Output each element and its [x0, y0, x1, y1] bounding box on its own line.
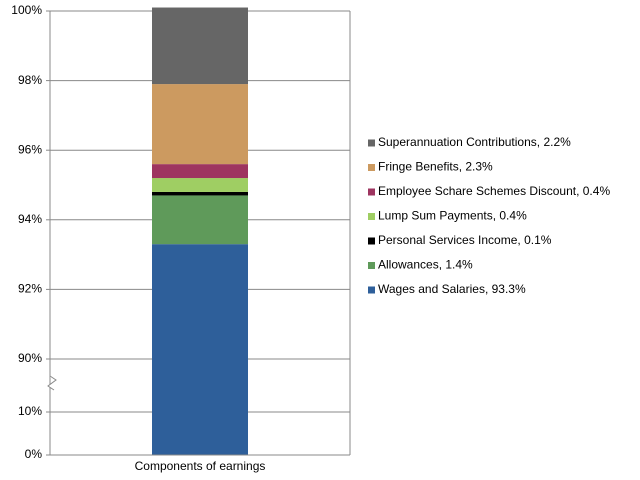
- legend-swatch: [368, 262, 375, 269]
- legend-label: Employee Schare Schemes Discount, 0.4%: [378, 184, 610, 198]
- axis-break: [47, 375, 57, 391]
- y-tick-label: 0%: [25, 447, 43, 461]
- legend-swatch: [368, 139, 375, 147]
- bar-segment: [152, 191, 248, 196]
- labels: 0% 10% 90% 92% 94% 96% 98% 100% Components of ea…: [11, 3, 610, 473]
- legend-label: Allowances, 1.4%: [378, 258, 473, 272]
- legend-swatch: [368, 213, 375, 220]
- y-tick-label: 10%: [18, 404, 42, 418]
- y-tick-label: 90%: [18, 351, 42, 365]
- y-tick-label: 94%: [18, 212, 42, 226]
- legend-label: Superannuation Contributions, 2.2%: [378, 135, 571, 149]
- bar-segment: [152, 84, 248, 165]
- bar-segment: [152, 7, 248, 85]
- x-tick-label: Components of earnings: [135, 459, 266, 473]
- legend-swatch: [368, 286, 375, 294]
- legend-label: Personal Services Income, 0.1%: [378, 233, 552, 247]
- y-tick-label: 98%: [18, 73, 42, 87]
- legend-swatch: [368, 164, 375, 171]
- y-tick-label: 100%: [11, 3, 42, 17]
- legend-swatch: [368, 237, 375, 245]
- bar-segment: [152, 178, 248, 192]
- legend-label: Lump Sum Payments, 0.4%: [378, 209, 527, 223]
- bar-segment: [152, 164, 248, 179]
- bars: [152, 7, 248, 455]
- bar-segment: [152, 244, 248, 455]
- legend-label: Fringe Benefits, 2.3%: [378, 160, 493, 174]
- legend-label: Wages and Salaries, 93.3%: [378, 282, 526, 296]
- y-tick-label: 96%: [18, 142, 42, 156]
- bar-segment: [152, 195, 248, 245]
- y-tick-label: 92%: [18, 282, 42, 296]
- legend-swatch: [368, 188, 375, 196]
